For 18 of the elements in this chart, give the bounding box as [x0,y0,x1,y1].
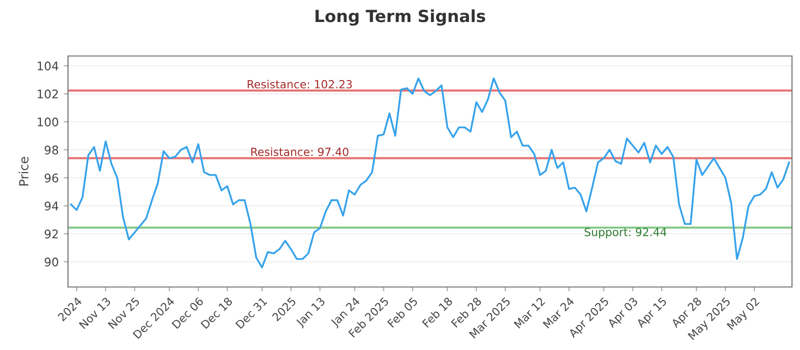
y-tick-label: 92 [44,230,58,238]
ref-line-label: Resistance: 97.40 [251,147,348,156]
line-series [70,77,790,268]
y-tick-label: 104 [38,62,58,70]
y-axis-title: Price [18,156,28,186]
y-tick-label: 94 [44,202,58,210]
y-tick-label: 98 [44,146,58,154]
x-tick-label: Dec 31 [235,296,268,330]
y-tick-label: 96 [44,174,58,182]
y-tick-label: 90 [44,258,58,266]
y-tick-label: 100 [38,118,58,126]
x-tick-label: Jan 13 [295,296,327,329]
x-tick-label: Apr 15 [636,296,669,330]
y-tick-label: 102 [38,90,58,98]
ref-line-label: Resistance: 102.23 [248,80,352,88]
x-tick-label: Feb 05 [386,296,418,328]
chart-title: Long Term Signals [316,9,486,26]
ref-line-label: Support: 92.44 [584,228,666,238]
